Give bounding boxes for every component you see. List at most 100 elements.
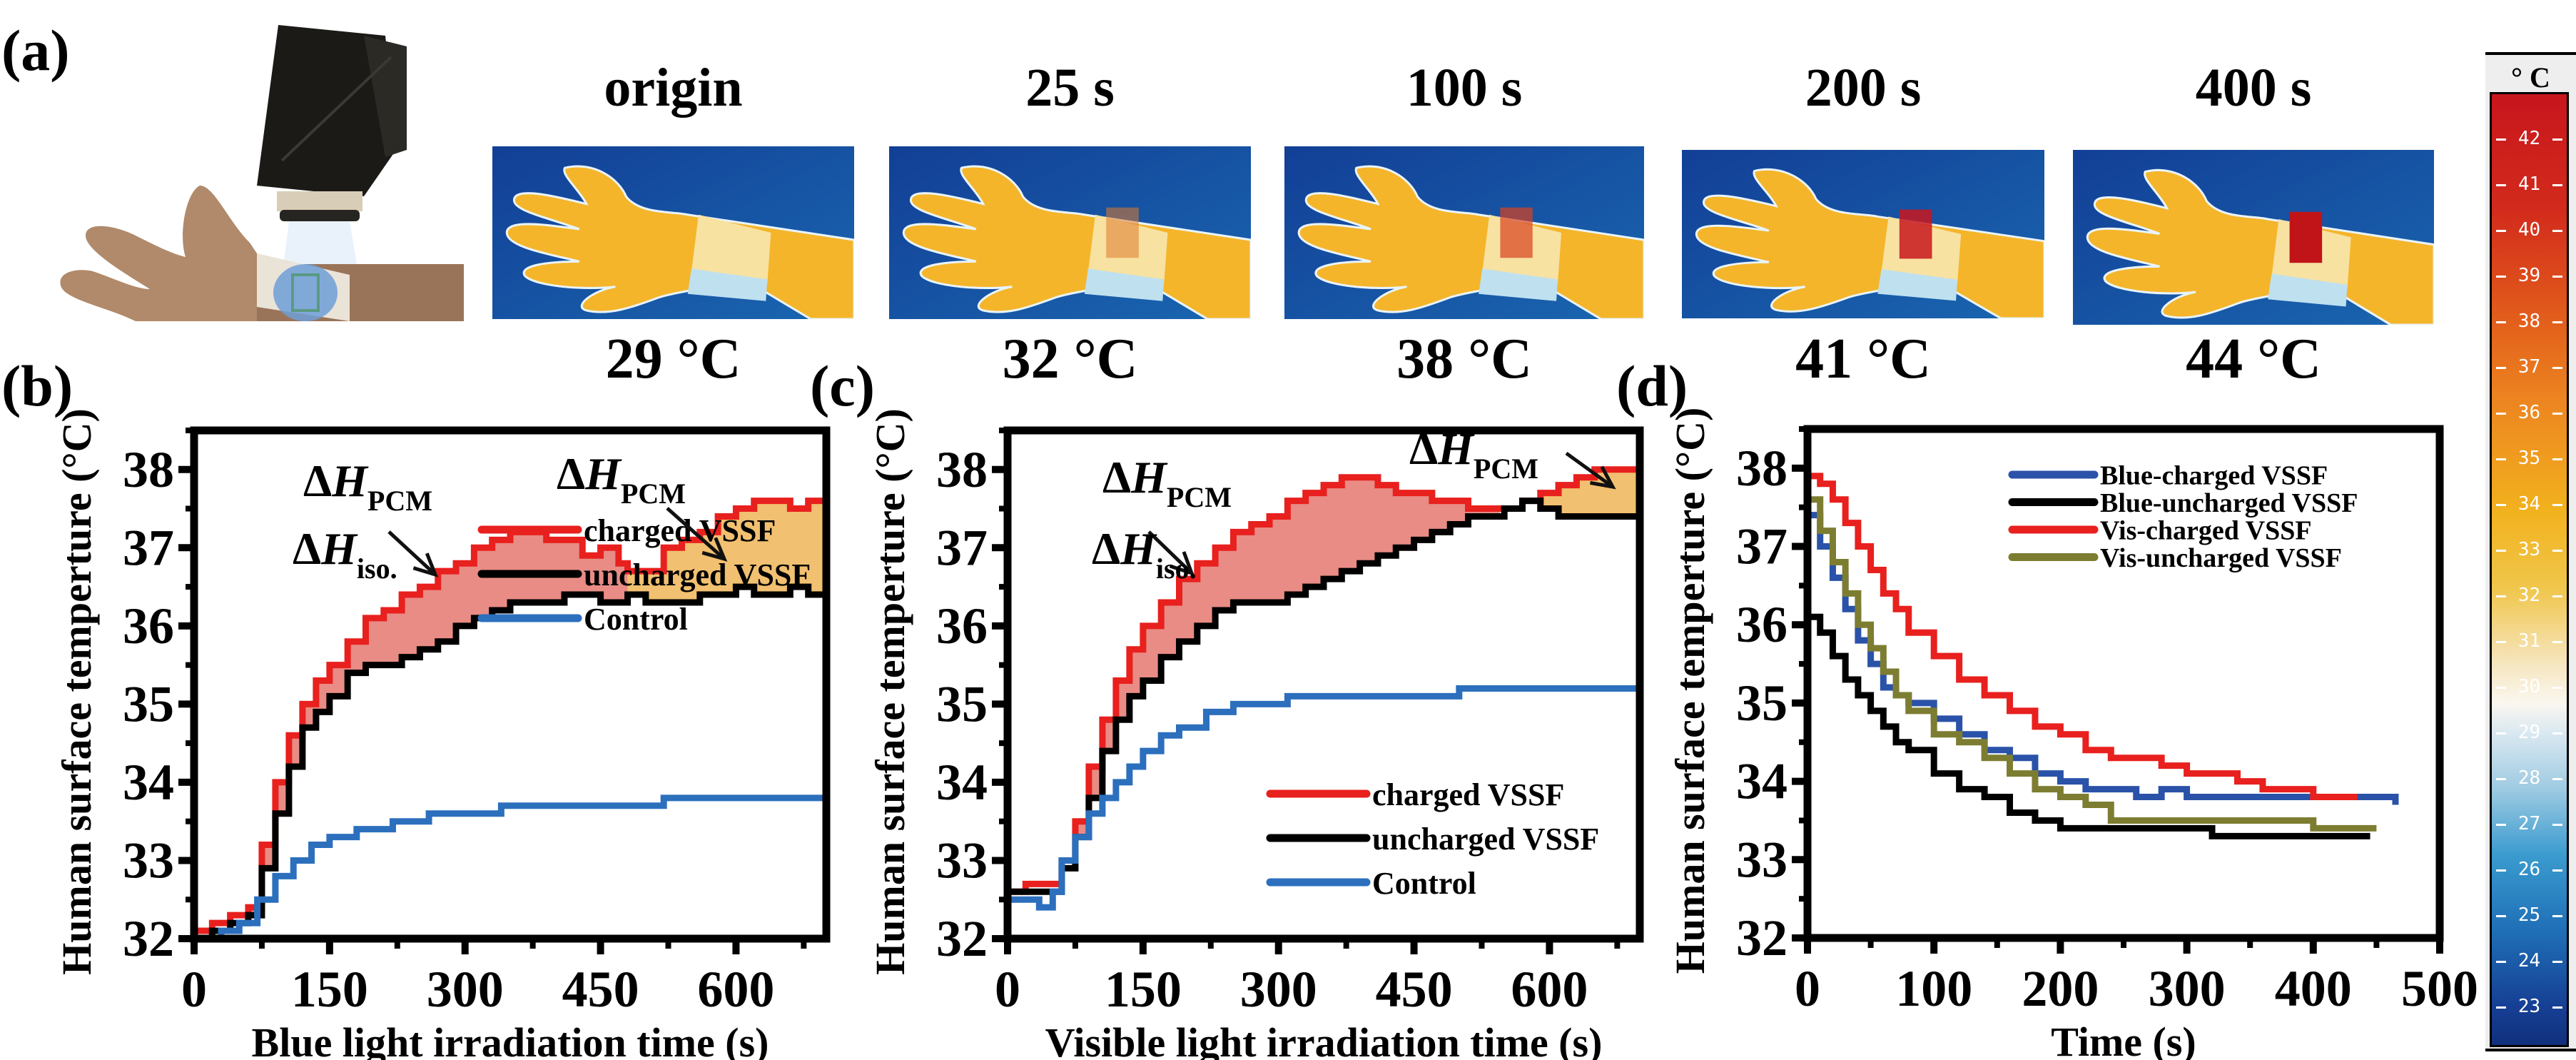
y-tick-label: 37 [936, 519, 988, 576]
delta-h-annotation: ΔHiso. [293, 523, 397, 585]
arrow-head [1169, 551, 1195, 576]
legend-label: charged VSSF [1372, 777, 1564, 812]
colorbar-tick-label: 34 [2517, 493, 2541, 515]
y-tick-label: 33 [936, 832, 988, 889]
colorbar-tick-label: 26 [2517, 859, 2541, 880]
x-tick-label: 0 [995, 961, 1020, 1018]
legend-label: Vis-uncharged VSSF [2100, 543, 2342, 573]
x-tick-label: 100 [1895, 960, 1972, 1017]
colorbar-tick-label: 39 [2517, 265, 2541, 286]
series-line-uncharged-vssf [1008, 498, 1640, 895]
hand-light-illustration [60, 25, 464, 378]
legend-label: uncharged VSSF [584, 557, 811, 592]
fill-area-pcm [627, 500, 826, 602]
colorbar-tick-label: 40 [2517, 219, 2541, 241]
x-tick-label: 500 [2401, 960, 2478, 1017]
annotation-arrow [666, 507, 726, 560]
y-tick-label: 32 [1736, 909, 1788, 966]
x-tick-label: 450 [1376, 961, 1453, 1018]
x-tick-label: 150 [1105, 961, 1182, 1018]
colorbar-tick-label: 32 [2517, 585, 2541, 606]
colorbar-tick-label: 33 [2517, 539, 2541, 560]
panel-label-b: (b) [1, 353, 73, 418]
y-tick-label: 37 [1736, 518, 1788, 575]
y-tick-label: 35 [123, 675, 174, 732]
y-tick-label: 32 [936, 910, 988, 967]
thermal-time-label: 100 s [1406, 58, 1523, 118]
y-tick-label: 34 [936, 754, 988, 811]
thermal-temperature-label: 41 °C [1795, 328, 1931, 390]
y-tick-label: 38 [1736, 440, 1788, 497]
panel-label-d: (d) [1616, 353, 1688, 418]
x-tick-label: 300 [2149, 960, 2226, 1017]
annotation-arrow [1147, 530, 1193, 575]
x-tick-label: 600 [1511, 961, 1588, 1018]
x-tick-label: 450 [562, 961, 639, 1018]
series-line-vis-uncharged-vssf [1807, 496, 2377, 832]
legend-label: Blue-charged VSSF [2100, 461, 2328, 491]
plot-frame [1003, 426, 1644, 943]
series-line-uncharged-vssf [194, 583, 826, 942]
thermal-temperature-label: 44 °C [2186, 328, 2321, 390]
arrow-head [1590, 465, 1616, 490]
colorbar-tick-label: 29 [2517, 722, 2541, 743]
y-tick-label: 34 [1736, 753, 1788, 810]
delta-h-annotation: ΔHPCM [1409, 423, 1538, 485]
colorbar-tick-label: 41 [2517, 173, 2541, 195]
x-tick-label: 200 [2022, 960, 2099, 1017]
colorbar-tick-label: 24 [2517, 950, 2541, 971]
legend-label: Vis-charged VSSF [2100, 516, 2312, 546]
panel-label-c: (c) [810, 353, 876, 418]
colorbar-tick-label: 28 [2517, 767, 2541, 789]
y-tick-label: 33 [1736, 831, 1788, 888]
series-line-control [194, 794, 826, 942]
y-tick-label: 36 [123, 597, 174, 655]
colorbar-tick-label: 30 [2517, 676, 2541, 697]
legend-label: uncharged VSSF [1372, 822, 1599, 857]
y-tick-label: 38 [123, 441, 174, 498]
series-line-vis-charged-vssf [1807, 473, 2358, 801]
plot-frame [190, 426, 831, 943]
thermal-temperature-label: 32 °C [1002, 328, 1138, 390]
thermal-time-label: origin [604, 58, 743, 118]
y-axis-label: Human surface temperture (°C) [867, 408, 913, 975]
y-tick-label: 34 [123, 754, 174, 811]
colorbar-tick-label: 37 [2517, 356, 2541, 378]
delta-h-annotation: ΔHiso. [1092, 523, 1197, 585]
colorbar-tick-label: 38 [2517, 311, 2541, 332]
y-tick-label: 35 [936, 675, 988, 732]
y-tick-label: 33 [123, 832, 174, 889]
thermal-time-label: 400 s [2195, 58, 2312, 118]
y-tick-label: 32 [123, 910, 174, 967]
arrow-head [701, 537, 728, 562]
temperature-colorbar: ° C 42 41 40 39 38 37 36 35 34 33 32 31 30 29 28 27 26 25… [2485, 52, 2576, 1051]
series-line-charged-vssf [194, 498, 826, 934]
x-tick-label: 150 [291, 961, 368, 1018]
colorbar-tick-label: 36 [2517, 402, 2541, 423]
x-axis-label: Blue light irradiation time (s) [252, 1019, 769, 1060]
thermal-temperature-label: 38 °C [1396, 328, 1532, 390]
delta-h-annotation: ΔHPCM [303, 455, 432, 517]
y-tick-label: 37 [123, 519, 174, 576]
experiment-photo [50, 7, 464, 378]
x-tick-label: 0 [181, 961, 207, 1018]
legend-label: Control [1372, 866, 1476, 901]
thermal-temperature-label: 29 °C [605, 328, 741, 390]
colorbar-gradient: 42 41 40 39 38 37 36 35 34 33 32 31 30 29 28 27 26 25 24 23 [2490, 92, 2569, 1047]
thermal-image [492, 146, 854, 319]
colorbar-tick-label: 27 [2517, 813, 2541, 834]
thermal-time-label: 25 s [1025, 58, 1115, 118]
x-tick-label: 0 [1795, 960, 1820, 1017]
series-line-blue-uncharged-vssf [1807, 613, 2370, 839]
x-tick-label: 600 [697, 961, 774, 1018]
arrow-head [412, 552, 439, 577]
legend-label: Control [584, 602, 688, 637]
thermal-image [1284, 146, 1644, 319]
colorbar-tick-label: 25 [2517, 904, 2541, 926]
thermal-image [889, 146, 1251, 319]
x-tick-label: 400 [2275, 960, 2352, 1017]
colorbar-tick-label: 35 [2517, 448, 2541, 469]
thermal-time-label: 200 s [1805, 58, 1922, 118]
colorbar-unit: ° C [2511, 61, 2550, 94]
